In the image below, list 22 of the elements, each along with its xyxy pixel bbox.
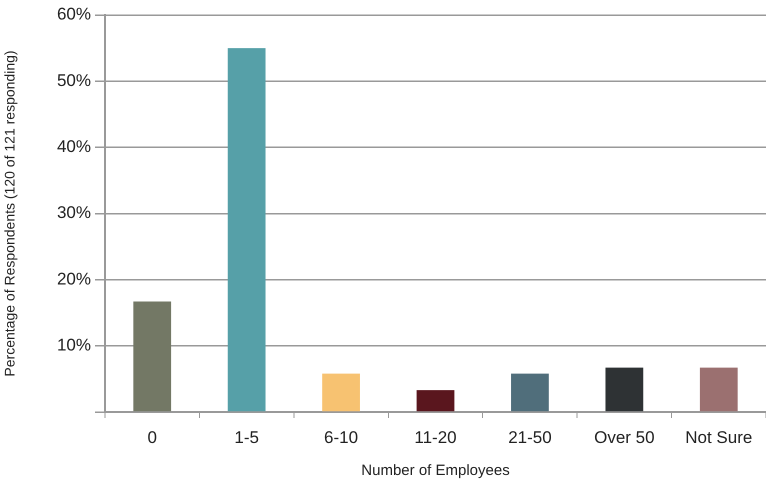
bar: [228, 48, 266, 412]
x-tick-label: Not Sure: [685, 428, 752, 447]
bar: [605, 368, 644, 412]
bar: [322, 374, 360, 412]
y-tick-label: 10%: [56, 336, 91, 355]
bar: [511, 374, 549, 412]
bar: [700, 368, 738, 412]
x-tick-label: Over 50: [594, 428, 655, 447]
x-tick-label: 0: [147, 428, 157, 447]
y-tick-label: 30%: [56, 203, 91, 222]
x-tick-label: 21-50: [508, 428, 552, 447]
x-tick-label: 6-10: [324, 428, 358, 447]
y-tick-label: 20%: [56, 269, 91, 288]
bar: [416, 390, 454, 412]
x-tick-label: 1-5: [234, 428, 259, 447]
bar: [133, 302, 172, 412]
x-axis-title: Number of Employees: [361, 462, 510, 480]
x-tick-label: 11-20: [414, 428, 457, 447]
y-tick-label: 60%: [56, 4, 91, 24]
y-axis-title: Percentage of Respondents (120 of 121 responding): [1, 50, 18, 377]
y-tick-label: 40%: [56, 137, 91, 156]
y-tick-label: 50%: [56, 70, 91, 90]
